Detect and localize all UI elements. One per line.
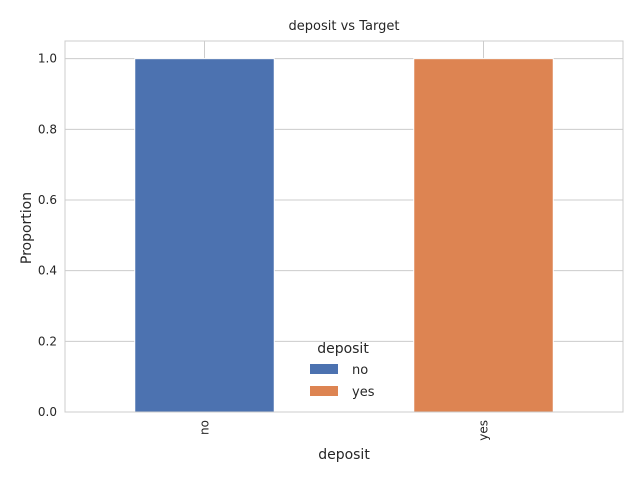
bar-yes-yes bbox=[413, 58, 554, 413]
bars bbox=[134, 58, 554, 413]
y-tick-labels: 0.0 0.2 0.4 0.6 0.8 1.0 bbox=[38, 52, 57, 419]
x-tick-labels: no yes bbox=[198, 420, 491, 441]
y-tick-label: 1.0 bbox=[38, 52, 57, 66]
x-tick-label: no bbox=[198, 420, 212, 435]
legend-label-no: no bbox=[352, 363, 368, 378]
chart-title: deposit vs Target bbox=[289, 19, 400, 34]
y-axis-label: Proportion bbox=[19, 192, 35, 264]
x-tick-label: yes bbox=[477, 420, 491, 441]
legend-title: deposit bbox=[317, 341, 369, 357]
y-tick-label: 0.6 bbox=[38, 193, 57, 207]
x-axis-label: deposit bbox=[318, 447, 370, 463]
legend-swatch-yes bbox=[310, 386, 338, 396]
plot-frame bbox=[64, 40, 624, 413]
y-tick-label: 0.2 bbox=[38, 334, 57, 348]
legend-swatch-no bbox=[310, 364, 338, 374]
legend-label-yes: yes bbox=[352, 385, 375, 400]
y-tick-label: 0.0 bbox=[38, 405, 57, 419]
axes bbox=[64, 40, 624, 413]
bar-no-no bbox=[134, 58, 275, 413]
y-tick-label: 0.8 bbox=[38, 122, 57, 136]
y-tick-label: 0.4 bbox=[38, 264, 57, 278]
legend: deposit no yes bbox=[310, 341, 375, 400]
